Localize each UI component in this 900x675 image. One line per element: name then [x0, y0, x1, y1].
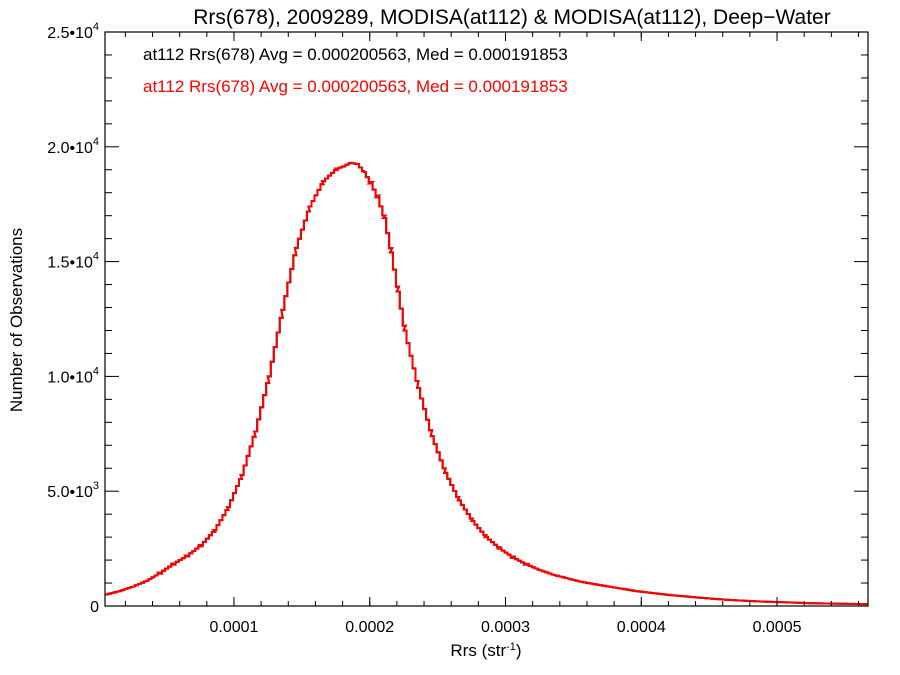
y-tick-label: 2.0•104: [47, 136, 99, 157]
annotation-stats-black: at112 Rrs(678) Avg = 0.000200563, Med = …: [143, 45, 568, 64]
series-layer: [105, 161, 868, 606]
y-tick-label: 5.0•103: [47, 480, 99, 501]
x-tick-label: 0.0002: [345, 619, 394, 636]
chart-title: Rrs(678), 2009289, MODISA(at112) & MODIS…: [193, 6, 830, 29]
annotations: at112 Rrs(678) Avg = 0.000200563, Med = …: [143, 45, 568, 96]
x-axis-label-sup: -1: [506, 641, 516, 653]
x-tick-label: 0.0003: [481, 619, 530, 636]
x-axis-label: Rrs (str-1): [450, 641, 521, 660]
x-axis-label-text: Rrs (str: [450, 641, 506, 660]
ticks-layer: 0.0001 0.0002 0.0003 0.0004 0.0005 0 5.0•103 1.…: [47, 21, 868, 636]
x-tick-label: 0.0004: [617, 619, 666, 636]
y-tick-label: 1.0•104: [47, 365, 99, 386]
x-tick-label: 0.0005: [753, 619, 802, 636]
y-tick-label: 2.5•104: [47, 21, 99, 42]
plot-frame: [104, 31, 869, 607]
annotation-stats-red: at112 Rrs(678) Avg = 0.000200563, Med = …: [143, 77, 568, 96]
y-tick-label: 1.5•104: [47, 251, 99, 272]
y-tick-label: 0: [90, 599, 99, 616]
x-tick-label: 0.0001: [210, 619, 259, 636]
x-axis-label-close: ): [516, 641, 522, 660]
series-red-line: [105, 161, 868, 606]
y-axis-label: Number of Observations: [7, 228, 26, 412]
